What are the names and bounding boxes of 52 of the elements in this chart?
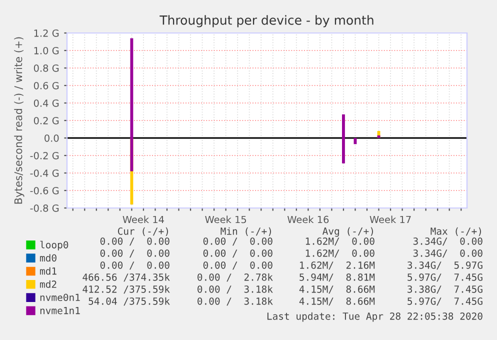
text: 1.62M/ 2.16M — [300, 261, 375, 270]
y-tick-label: 0.6 G — [34, 82, 59, 90]
y-tick-label: -0.4 G — [30, 169, 59, 177]
text: 5.94M/ 8.81M — [300, 273, 375, 282]
y-tick-label: 0.4 G — [34, 99, 59, 107]
y-tick-label: -0.6 G — [30, 186, 59, 194]
chart-title: Throughput per device - by month — [160, 15, 374, 28]
text: 3.38G/ 7.45G — [408, 285, 482, 294]
text: 0.00 / 0.00 — [203, 249, 272, 258]
y-tick-label: -0.8 G — [30, 204, 59, 212]
y-tick-label: 0.8 G — [34, 64, 59, 72]
text: 0.00 / 0.00 — [100, 237, 170, 246]
x-tick-label: Week 16 — [287, 216, 329, 224]
text: 0.00 / 0.00 — [100, 261, 170, 270]
text: 0.00 / 2.78k — [198, 273, 273, 282]
y-tick-label: 1.2 G — [34, 29, 59, 37]
text: Max (-/+) — [430, 227, 481, 236]
text: 412.52 /375.59k — [82, 285, 170, 294]
y-tick-label: 0.0 — [44, 134, 59, 142]
x-tick-label: Week 17 — [370, 216, 411, 224]
text: 5.97G/ 7.45G — [408, 273, 482, 282]
text: 1.62M/ 0.00 — [306, 249, 374, 258]
text: 3.34G/ 5.97G — [408, 261, 482, 270]
y-axis-title: Bytes/second read (-) / write (+) — [14, 37, 24, 204]
x-tick-label: Week 15 — [205, 216, 246, 224]
text: 0.00 / 3.18k — [198, 285, 273, 294]
text: 466.56 /374.35k — [82, 273, 170, 282]
text: 0.00 / 3.18k — [198, 297, 273, 306]
x-tick-label: Week 14 — [122, 216, 164, 224]
text: 0.00 / 0.00 — [203, 237, 272, 246]
legend-label: md0 — [40, 254, 56, 262]
y-tick-label: 0.2 G — [34, 116, 59, 124]
text: 3.34G/ 0.00 — [413, 249, 482, 258]
legend-label: nvme1n1 — [40, 306, 80, 314]
legend-label: md2 — [40, 280, 56, 288]
text: 1.62M/ 0.00 — [306, 237, 374, 246]
text: Last update: Tue Apr 28 22:05:38 2020 — [267, 312, 482, 322]
y-tick-label: -0.2 G — [30, 152, 59, 160]
text: 0.00 / 0.00 — [203, 261, 272, 270]
text: Cur (-/+) — [118, 227, 168, 236]
legend-label: md1 — [40, 267, 56, 275]
text: 5.97G/ 7.45G — [408, 297, 482, 306]
text: 4.15M/ 8.66M — [299, 285, 375, 294]
legend-label: nvme0n1 — [40, 294, 80, 302]
text: Min (-/+) — [220, 227, 271, 236]
y-tick-label: 1.0 G — [34, 46, 59, 54]
text: 4.15M/ 8.66M — [299, 297, 375, 306]
text: 54.04 /375.59k — [88, 297, 170, 306]
text: Avg (-/+) — [322, 227, 373, 237]
text: 0.00 / 0.00 — [100, 249, 170, 258]
legend-label: loop0 — [40, 240, 68, 250]
text: 3.34G/ 0.00 — [413, 237, 482, 246]
